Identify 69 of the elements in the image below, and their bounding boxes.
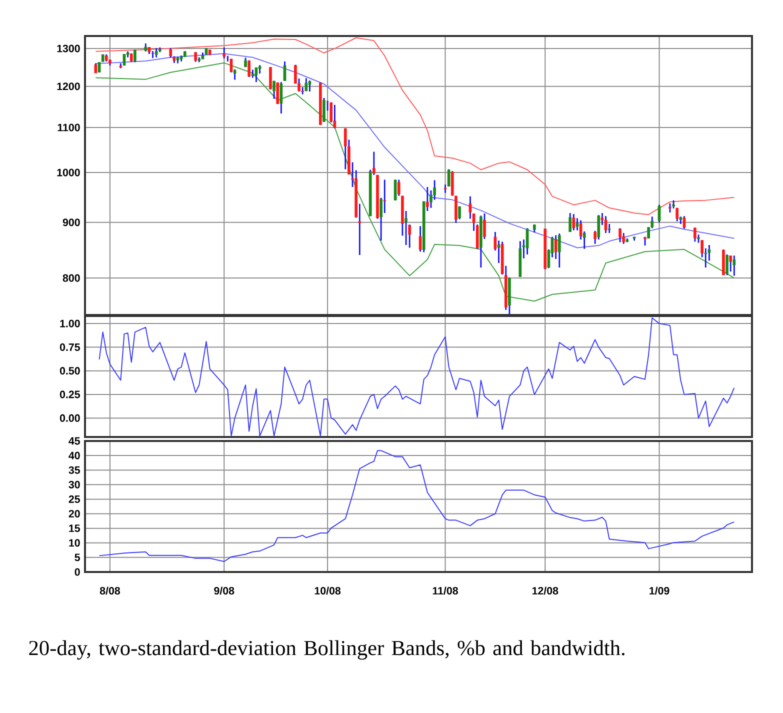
y-tick-label: 800 <box>62 274 80 282</box>
candlestick <box>404 210 408 246</box>
candlestick <box>154 47 158 58</box>
y-tick-label: 15 <box>69 524 80 532</box>
y-tick-label: 1300 <box>57 44 80 52</box>
candlestick <box>233 68 236 80</box>
candlestick <box>622 232 626 245</box>
y-tick-label: 1.00 <box>60 320 80 328</box>
y-tick-label: 900 <box>62 218 80 226</box>
line-series <box>95 62 735 302</box>
candlestick <box>333 104 336 130</box>
candlestick <box>729 254 732 272</box>
candlestick <box>322 97 326 123</box>
y-tick-label: 0.25 <box>60 390 80 398</box>
text: 20-day, two-standard-deviation Bollinger Bands, %b and bandwidth. <box>29 640 624 660</box>
candlestick <box>383 179 386 214</box>
candlestick <box>269 66 272 90</box>
y-tick-label: 5 <box>74 554 80 562</box>
candlestick <box>304 77 308 92</box>
candlestick <box>572 213 576 232</box>
y-tick-label: 25 <box>68 495 80 503</box>
x-tick-label: 1/09 <box>650 586 670 595</box>
x-tick-label: 10/08 <box>314 586 341 595</box>
y-tick-label: 35 <box>68 466 80 474</box>
candlestick <box>618 228 622 243</box>
candlestick <box>568 212 572 233</box>
y-tick-label: 45 <box>68 437 80 445</box>
y-tick-label: 0.50 <box>60 367 80 375</box>
candlestick <box>444 184 447 194</box>
candlestick <box>194 51 197 63</box>
candlestick <box>394 179 397 202</box>
candlestick <box>450 170 454 197</box>
candlestick <box>426 186 429 212</box>
candlestick <box>732 254 736 276</box>
x-tick-label: 11/08 <box>432 586 458 595</box>
y-tick-label: 1200 <box>57 82 80 90</box>
line-series <box>95 37 735 216</box>
x-tick-label: 8/08 <box>100 586 120 595</box>
y-tick-label: 0 <box>74 568 80 576</box>
x-tick-label: 12/08 <box>532 586 558 595</box>
candlestick <box>272 80 276 100</box>
candlestick <box>98 61 101 74</box>
y-tick-label: 10 <box>69 539 80 547</box>
candlestick <box>454 195 458 224</box>
candlestick <box>668 202 672 214</box>
candlestick <box>597 214 600 240</box>
candlestick <box>608 223 611 234</box>
candlestick <box>397 179 400 197</box>
y-tick-label: 30 <box>68 480 80 488</box>
y-tick-label: 40 <box>68 452 80 460</box>
y-tick-label: 20 <box>68 510 80 518</box>
candlestick <box>483 212 486 240</box>
candlestick <box>248 60 251 78</box>
candlestick <box>558 232 561 268</box>
candlestick <box>704 248 708 268</box>
line-series <box>98 450 735 562</box>
y-tick-label: 0.00 <box>60 414 80 422</box>
y-tick-label: 1100 <box>58 124 80 132</box>
line-series <box>98 317 735 437</box>
candlestick <box>372 151 376 176</box>
y-tick-label: 1000 <box>57 168 80 176</box>
candlestick <box>222 46 226 60</box>
y-tick-label: 0.75 <box>60 343 80 351</box>
candlestick <box>726 254 728 276</box>
x-tick-label: 9/08 <box>214 586 234 595</box>
candlestick <box>458 206 461 220</box>
candlestick <box>169 47 172 58</box>
candlestick <box>694 226 696 242</box>
candlestick <box>134 48 136 63</box>
